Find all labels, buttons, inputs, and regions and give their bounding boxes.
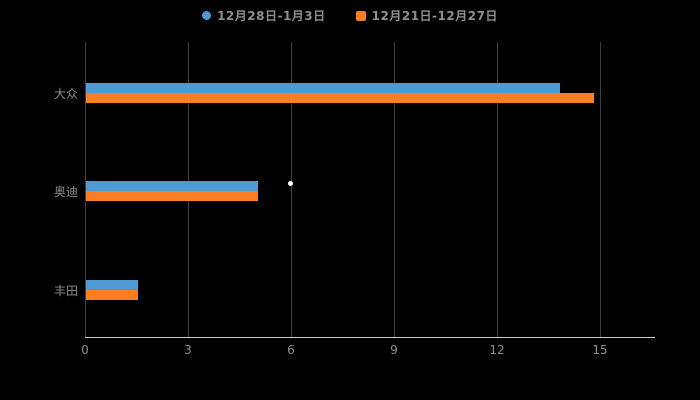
legend-item-week-current[interactable]: 12月28日-1月3日 [202,7,326,24]
gridline [394,42,395,337]
gridline [600,42,601,337]
y-axis-category-label: 奥迪 [53,185,78,200]
cursor-dot [288,181,293,186]
gridline [85,42,86,337]
bar-series-0-丰田[interactable] [86,279,138,290]
y-axis-category-label: 丰田 [53,283,78,298]
x-axis-tick-label: 0 [81,343,89,357]
x-axis-tick-label: 12 [489,343,505,357]
y-axis-category-label: 大众 [53,87,78,102]
x-axis-tick-label: 6 [287,343,295,357]
bar-series-0-奥迪[interactable] [86,181,258,192]
gridline [497,42,498,337]
x-axis-tick-label: 3 [184,343,192,357]
legend-label-week-previous: 12月21日-12月27日 [371,9,498,23]
x-axis-tick-label: 15 [592,343,608,357]
legend-square-marker-icon [355,10,366,21]
plot-area [85,42,655,338]
gridline [291,42,292,337]
legend-label-week-current: 12月28日-1月3日 [217,9,326,23]
bar-series-1-丰田[interactable] [86,289,138,300]
x-axis-tick-label: 9 [390,343,398,357]
legend-circle-marker-icon [202,11,212,20]
bar-series-1-大众[interactable] [86,93,595,104]
bar-series-1-奥迪[interactable] [86,191,258,202]
legend: 12月28日-1月3日 12月21日-12月27日 [0,7,700,24]
bar-series-0-大众[interactable] [86,83,560,94]
legend-item-week-previous[interactable]: 12月21日-12月27日 [355,7,498,24]
